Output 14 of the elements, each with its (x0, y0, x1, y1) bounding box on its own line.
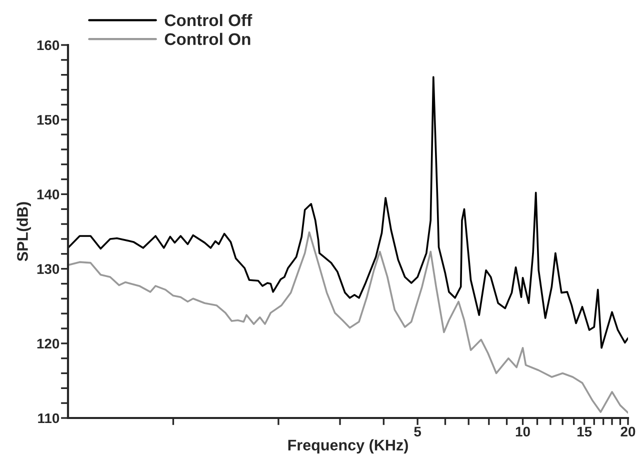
y-axis-title: SPL(dB) (16, 202, 31, 262)
y-tick-label: 160 (37, 40, 60, 50)
x-axis-title: Frequency (KHz) (288, 439, 408, 454)
x-tick-label: 20 (620, 426, 636, 437)
y-tick-label: 110 (38, 413, 60, 424)
y-tick-label: 140 (37, 190, 60, 200)
legend-label: Control Off (164, 14, 252, 26)
y-tick-label: 120 (37, 338, 60, 349)
x-tick-label: 10 (516, 426, 530, 437)
y-tick-label: 130 (37, 264, 60, 274)
x-tick-label: 15 (577, 426, 592, 437)
legend-label: Control On (164, 32, 250, 46)
x-tick-label: 5 (414, 426, 422, 437)
y-tick-label: 150 (37, 114, 60, 125)
